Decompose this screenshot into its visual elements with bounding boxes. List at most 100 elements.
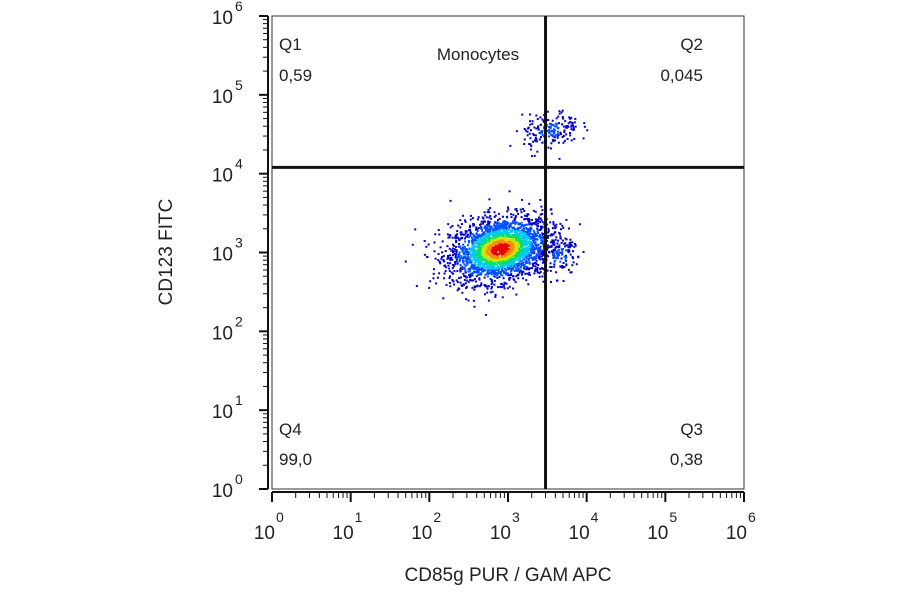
- data-point: [525, 265, 528, 268]
- data-point: [525, 268, 528, 271]
- data-point: [509, 230, 512, 233]
- data-point: [479, 264, 482, 267]
- data-point: [539, 258, 542, 261]
- data-point: [482, 259, 485, 262]
- data-point: [564, 126, 567, 129]
- data-point: [486, 266, 489, 269]
- data-point: [466, 233, 469, 236]
- data-point: [507, 235, 510, 238]
- data-point: [506, 249, 509, 252]
- data-point: [497, 254, 500, 257]
- data-point: [455, 236, 458, 239]
- data-point: [476, 260, 479, 263]
- data-point: [508, 242, 511, 245]
- data-point: [542, 241, 545, 244]
- data-point: [475, 285, 478, 288]
- data-point: [565, 249, 568, 252]
- data-point: [562, 134, 565, 137]
- data-point: [504, 238, 507, 241]
- data-point: [552, 129, 555, 132]
- data-point: [490, 271, 493, 274]
- data-point: [541, 213, 544, 216]
- data-point: [547, 246, 550, 249]
- data-point: [423, 239, 426, 242]
- data-point: [550, 233, 553, 236]
- data-point: [477, 253, 480, 256]
- data-point: [559, 235, 562, 238]
- data-point: [561, 109, 564, 112]
- data-point: [547, 146, 550, 149]
- data-point: [531, 250, 534, 253]
- data-point: [454, 256, 457, 259]
- data-point: [549, 221, 552, 224]
- x-tick-label: 10: [569, 523, 590, 544]
- data-point: [546, 235, 549, 238]
- data-point: [568, 250, 571, 253]
- data-point: [460, 266, 463, 269]
- data-point: [530, 148, 533, 151]
- data-point: [560, 111, 563, 114]
- data-point: [453, 283, 456, 286]
- data-point: [469, 229, 472, 232]
- data-point: [502, 235, 505, 238]
- data-point: [487, 250, 490, 253]
- data-point: [498, 265, 501, 268]
- data-point: [559, 133, 562, 136]
- data-point: [549, 241, 552, 244]
- data-point: [481, 253, 484, 256]
- data-point: [479, 267, 482, 270]
- data-point: [552, 242, 555, 245]
- data-point: [499, 285, 502, 288]
- data-point: [502, 223, 505, 226]
- data-point: [552, 124, 555, 127]
- data-point: [530, 232, 533, 235]
- data-point: [527, 257, 530, 260]
- data-point: [518, 246, 521, 249]
- data-point: [467, 236, 470, 239]
- y-axis-title: CD123 FITC: [156, 199, 177, 306]
- data-point: [572, 261, 575, 264]
- x-tick-exponent: 1: [355, 509, 363, 525]
- data-point: [465, 258, 468, 261]
- data-point: [473, 266, 476, 269]
- data-point: [471, 265, 474, 268]
- data-point: [509, 260, 512, 263]
- data-point: [448, 277, 451, 280]
- data-point: [486, 230, 489, 233]
- data-point: [537, 249, 540, 252]
- data-point: [477, 268, 480, 271]
- data-point: [536, 271, 539, 274]
- data-point: [441, 256, 444, 259]
- data-point: [509, 225, 512, 228]
- data-point: [496, 272, 499, 275]
- data-point: [478, 269, 481, 272]
- data-point: [510, 267, 513, 270]
- data-point: [461, 259, 464, 262]
- data-point: [478, 256, 481, 259]
- data-point: [432, 272, 435, 275]
- data-point: [539, 242, 542, 245]
- data-point: [469, 272, 472, 275]
- data-point: [522, 264, 525, 267]
- data-point: [460, 284, 463, 287]
- data-point: [499, 222, 502, 225]
- data-point: [487, 242, 490, 245]
- data-point: [479, 252, 482, 255]
- data-point: [516, 254, 519, 257]
- data-point: [488, 198, 491, 201]
- data-point: [527, 219, 530, 222]
- data-point: [567, 249, 570, 252]
- data-point: [531, 237, 534, 240]
- data-point: [540, 228, 543, 231]
- data-point: [510, 236, 513, 239]
- data-point: [538, 275, 541, 278]
- data-point: [489, 215, 492, 218]
- data-point: [467, 239, 470, 242]
- data-point: [471, 242, 474, 245]
- data-point: [521, 113, 524, 116]
- quadrant-q3-value: 0,38: [670, 450, 703, 469]
- data-point: [572, 129, 575, 132]
- data-point: [511, 227, 514, 230]
- data-point: [538, 253, 541, 256]
- data-point: [517, 268, 520, 271]
